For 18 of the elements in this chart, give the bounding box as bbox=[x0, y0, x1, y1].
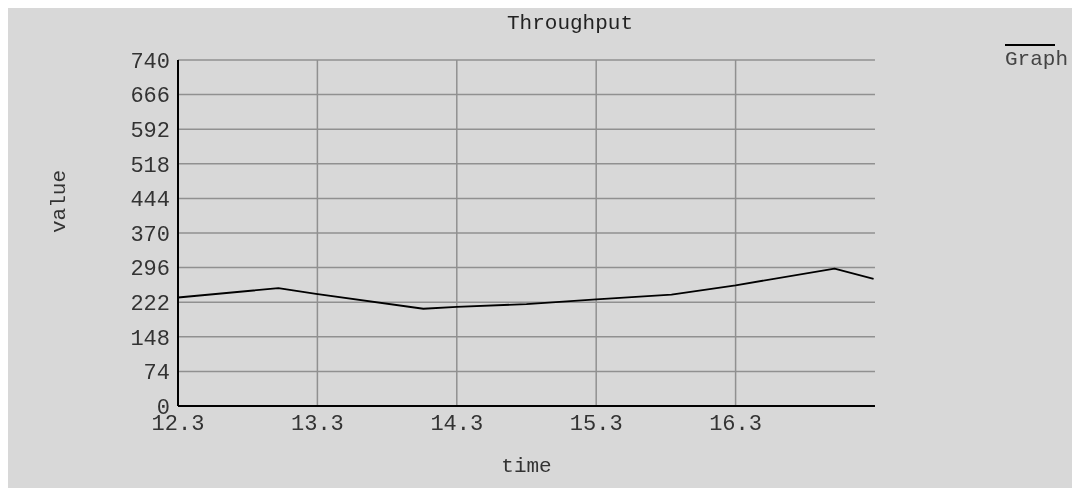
y-tick-label: 740 bbox=[130, 49, 170, 75]
x-tick-label: 16.3 bbox=[709, 411, 762, 437]
y-tick-label: 148 bbox=[130, 326, 170, 352]
y-tick-label: 518 bbox=[130, 153, 170, 179]
chart-title: Throughput bbox=[506, 12, 634, 35]
y-axis-title: value bbox=[48, 169, 72, 233]
y-tick-label: 74 bbox=[143, 361, 170, 387]
x-tick-label: 15.3 bbox=[569, 411, 623, 437]
y-tick-label: 222 bbox=[130, 292, 170, 318]
y-tick-label: 592 bbox=[130, 119, 170, 145]
x-axis-title: time bbox=[501, 455, 552, 478]
y-tick-label: 666 bbox=[130, 84, 170, 110]
y-tick-label: 370 bbox=[130, 222, 170, 248]
y-tick-label: 296 bbox=[130, 257, 170, 283]
y-tick-label: 444 bbox=[130, 188, 170, 214]
x-tick-label: 13.3 bbox=[290, 411, 344, 437]
legend-label: Graph bbox=[1004, 48, 1068, 71]
x-tick-label: 14.3 bbox=[430, 411, 484, 437]
